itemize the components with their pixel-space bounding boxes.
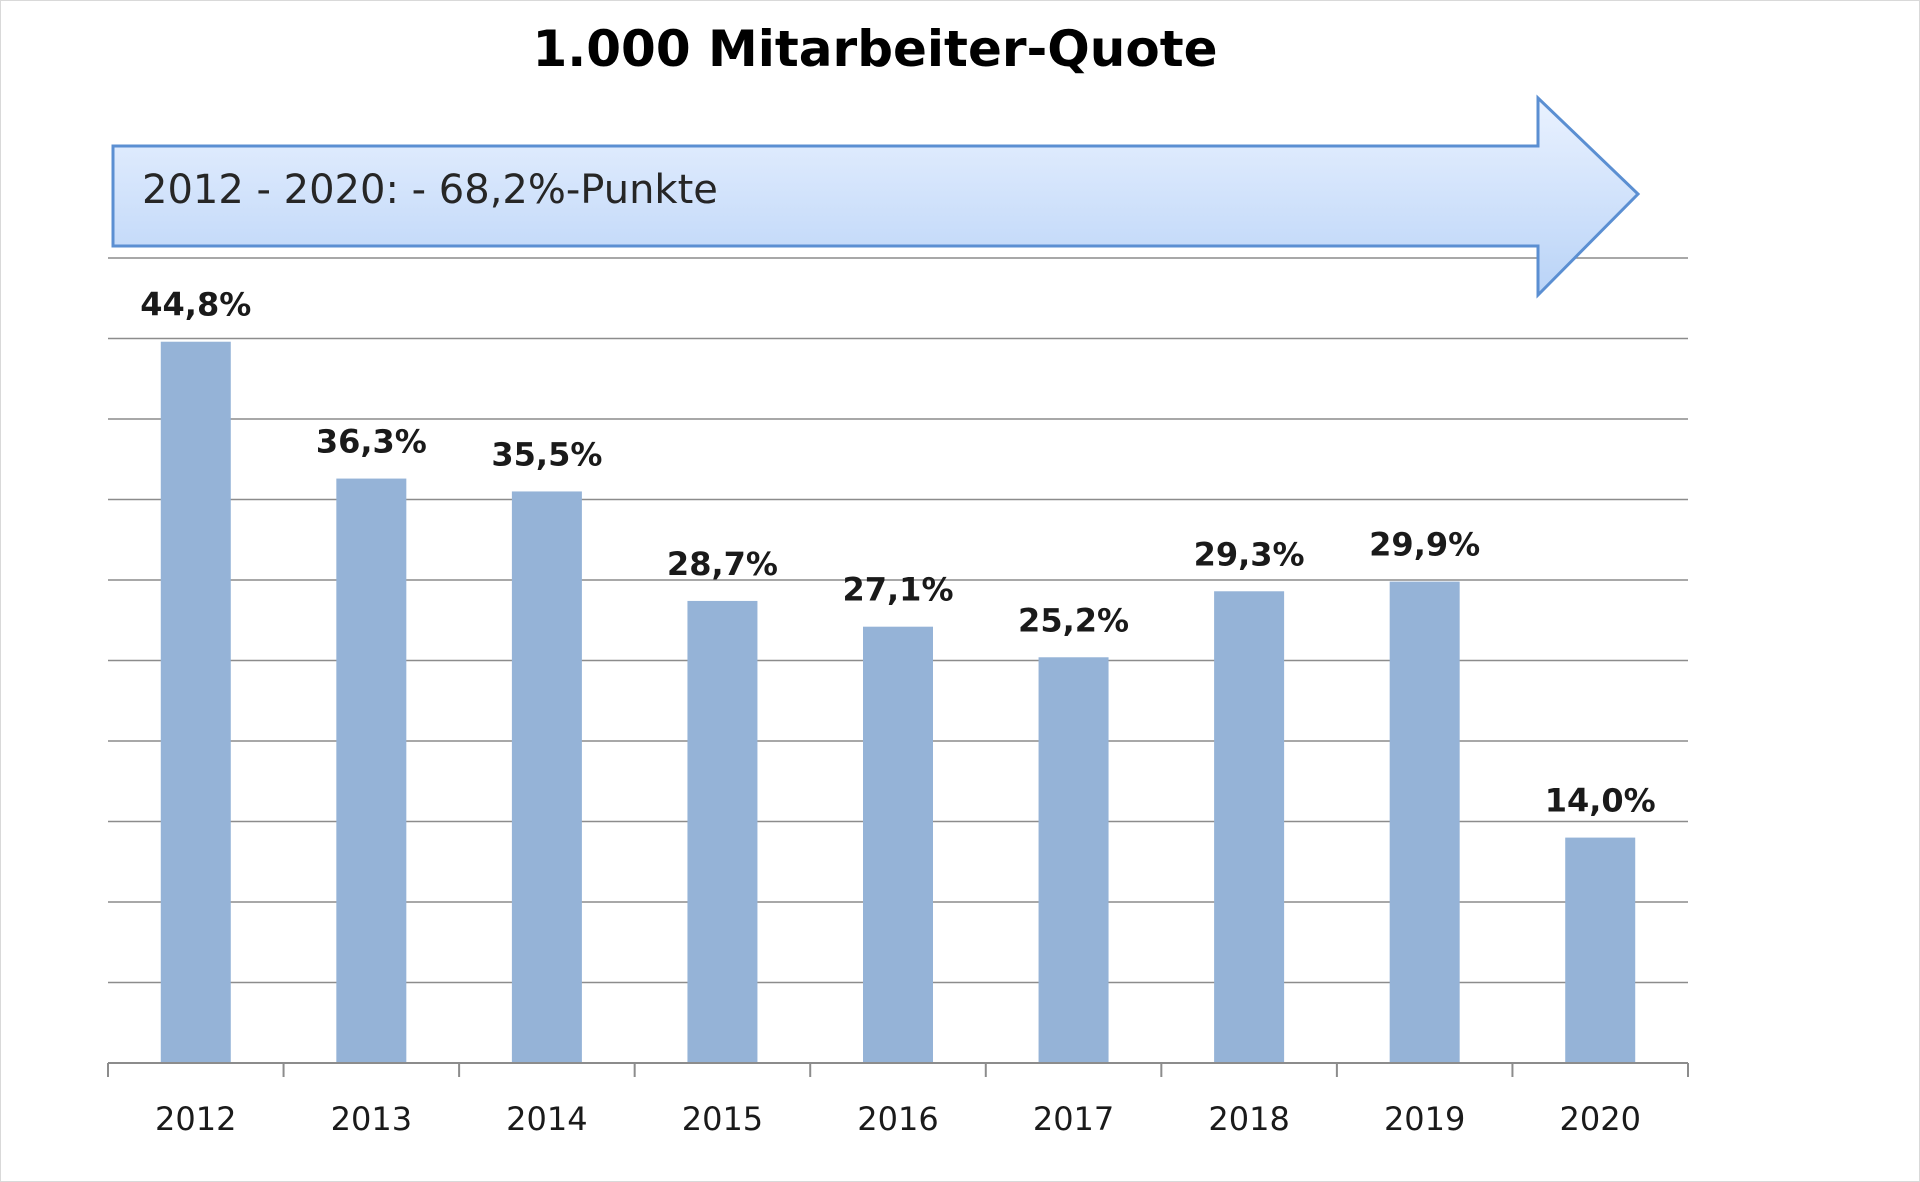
x-tick-label-2013: 2013 <box>331 1100 412 1138</box>
trend-arrow-shape <box>111 94 1641 299</box>
value-label-2014: 35,5% <box>491 435 602 473</box>
bar-2018 <box>1214 591 1285 1063</box>
x-tick-label-2015: 2015 <box>682 1100 763 1138</box>
value-label-2020: 14,0% <box>1545 782 1656 820</box>
bars <box>160 341 1636 1064</box>
bar-2014 <box>511 491 582 1063</box>
trend-arrow: 2012 - 2020: - 68,2%-Punkte <box>111 94 1641 299</box>
x-tick-label-2016: 2016 <box>857 1100 938 1138</box>
x-tick-label-2012: 2012 <box>155 1100 236 1138</box>
value-label-2018: 29,3% <box>1194 535 1305 573</box>
trend-annotation: 2012 - 2020: - 68,2%-Punkte <box>142 167 718 213</box>
bar-2016 <box>863 626 933 1063</box>
value-label-2016: 27,1% <box>842 571 953 609</box>
value-label-2015: 28,7% <box>667 545 778 583</box>
bar-2020 <box>1565 837 1636 1063</box>
x-tick-label-2018: 2018 <box>1208 1100 1289 1138</box>
x-tick-label-2017: 2017 <box>1033 1100 1114 1138</box>
bar-2012 <box>160 341 231 1064</box>
value-label-2019: 29,9% <box>1369 526 1480 564</box>
value-label-2013: 36,3% <box>316 423 427 461</box>
x-tick-label-2014: 2014 <box>506 1100 587 1138</box>
bar-2015 <box>687 600 758 1063</box>
bar-2013 <box>336 478 407 1063</box>
value-label-2017: 25,2% <box>1018 601 1129 639</box>
bar-2019 <box>1389 581 1460 1063</box>
value-labels: 44,8% 36,3% 35,5% 28,7% 27,1% 25,2% 29,3% 29,9%… <box>140 286 1655 820</box>
chart-title: 1.000 Mitarbeiter-Quote <box>532 20 1217 78</box>
value-label-2012: 44,8% <box>140 286 251 324</box>
bar-2017 <box>1038 657 1109 1063</box>
x-tick-label-2020: 2020 <box>1560 1100 1641 1138</box>
x-tick-label-2019: 2019 <box>1384 1100 1465 1138</box>
x-axis: 2012 2013 2014 2015 2016 2017 2018 2019 2020 <box>107 1062 1689 1138</box>
